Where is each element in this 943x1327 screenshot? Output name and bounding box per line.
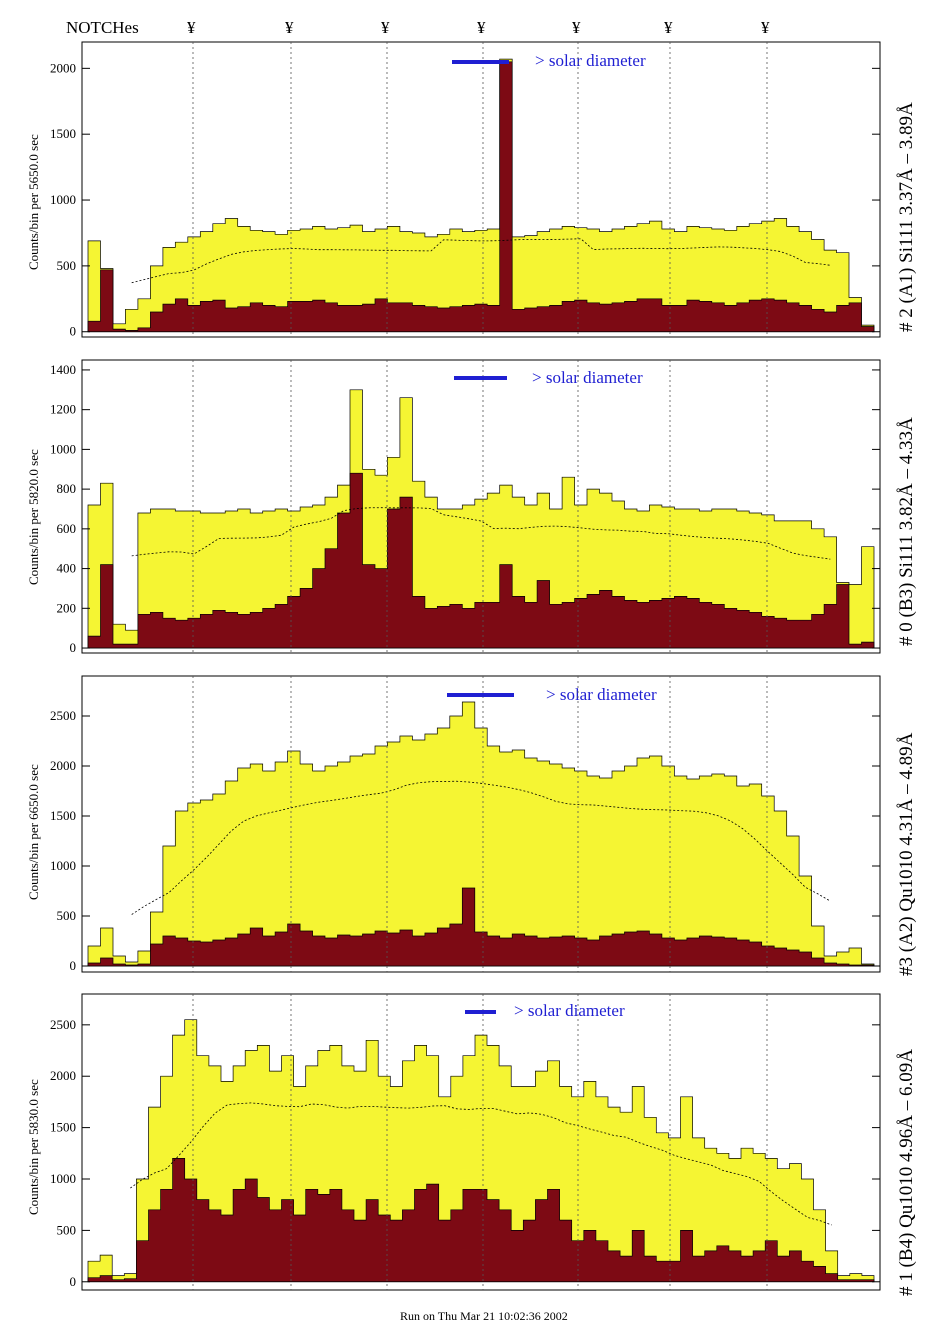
notch-symbols: ¥ ¥ ¥ ¥ ¥ ¥ ¥ xyxy=(187,18,770,37)
panel-a1-si111: # 2 (A1) Si111 3.37Å – 3.89Å Counts/bin … xyxy=(26,41,917,339)
y-tick-label: 1500 xyxy=(50,1120,76,1135)
y-tick-label: 400 xyxy=(57,561,77,576)
y-tick-label: 500 xyxy=(57,908,77,923)
y-tick-label: 0 xyxy=(70,640,77,655)
trend-curve xyxy=(131,507,831,560)
y-tick-label: 1400 xyxy=(50,362,76,377)
notch-marker-icon: ¥ xyxy=(187,18,196,37)
background-counts-histogram xyxy=(87,61,875,333)
y-tick-label: 1000 xyxy=(50,1171,76,1186)
y-axis-label: Counts/bin per 5830.0 sec xyxy=(26,1079,41,1215)
panel-side-label: # 1 (B4) Qu1010 4.96Å – 6.09Å xyxy=(896,1049,917,1296)
y-tick-label: 600 xyxy=(57,521,77,536)
panel-b3-si111: # 0 (B3) Si111 3.82Å – 4.33Å Counts/bin … xyxy=(26,359,917,655)
plot-frame xyxy=(81,359,881,654)
y-axis-label: Counts/bin per 6650.0 sec xyxy=(26,764,41,900)
y-tick-label: 800 xyxy=(57,481,77,496)
notch-marker-icon: ¥ xyxy=(761,18,770,37)
notch-marker-icon: ¥ xyxy=(572,18,581,37)
solar-diameter-label: > solar diameter xyxy=(546,685,657,704)
y-tick-label: 2000 xyxy=(50,60,76,75)
panel-a2-qu1010: #3 (A2) Qu1010 4.31Å – 4.89Å Counts/bin … xyxy=(26,675,917,976)
y-tick-label: 1500 xyxy=(50,808,76,823)
notch-marker-icon: ¥ xyxy=(664,18,673,37)
y-tick-label: 2500 xyxy=(50,1017,76,1032)
total-counts-histogram xyxy=(87,58,875,333)
total-counts-histogram xyxy=(87,389,875,649)
y-tick-label: 2000 xyxy=(50,758,76,773)
y-tick-label: 1000 xyxy=(50,858,76,873)
background-counts-histogram xyxy=(87,1158,875,1283)
total-counts-histogram xyxy=(87,701,875,967)
y-tick-label: 1200 xyxy=(50,402,76,417)
y-tick-label: 2000 xyxy=(50,1068,76,1083)
y-tick-label: 500 xyxy=(57,258,77,273)
plot-frame xyxy=(81,675,881,973)
y-tick-label: 0 xyxy=(70,1274,77,1289)
panel-b4-qu1010: # 1 (B4) Qu1010 4.96Å – 6.09Å Counts/bin… xyxy=(26,993,917,1296)
solar-diameter-label: > solar diameter xyxy=(535,51,646,70)
plot-frame xyxy=(81,993,881,1291)
background-counts-histogram xyxy=(87,472,875,649)
y-tick-label: 0 xyxy=(70,324,77,339)
panel-side-label: #3 (A2) Qu1010 4.31Å – 4.89Å xyxy=(896,732,917,976)
y-tick-label: 0 xyxy=(70,958,77,973)
panel-side-label: # 2 (A1) Si111 3.37Å – 3.89Å xyxy=(896,102,917,332)
solar-diameter-label: > solar diameter xyxy=(514,1001,625,1020)
y-axis-label: Counts/bin per 5820.0 sec xyxy=(26,449,41,585)
y-tick-label: 1000 xyxy=(50,441,76,456)
trend-curve xyxy=(130,1102,832,1226)
notch-marker-icon: ¥ xyxy=(477,18,486,37)
y-axis-label: Counts/bin per 5650.0 sec xyxy=(26,134,41,270)
y-tick-label: 200 xyxy=(57,600,77,615)
notch-marker-icon: ¥ xyxy=(381,18,390,37)
plot-frame xyxy=(81,41,881,338)
solar-diameter-label: > solar diameter xyxy=(532,368,643,387)
notches-label: NOTCHes xyxy=(66,18,139,37)
panel-side-label: # 0 (B3) Si111 3.82Å – 4.33Å xyxy=(896,417,917,646)
background-counts-histogram xyxy=(87,887,875,967)
run-timestamp: Run on Thu Mar 21 10:02:36 2002 xyxy=(400,1309,568,1323)
y-tick-label: 500 xyxy=(57,1222,77,1237)
y-tick-label: 2500 xyxy=(50,708,76,723)
y-tick-label: 1000 xyxy=(50,192,76,207)
trend-curve xyxy=(131,238,831,284)
trend-curve xyxy=(131,780,831,915)
y-tick-label: 1500 xyxy=(50,126,76,141)
notch-marker-icon: ¥ xyxy=(285,18,294,37)
